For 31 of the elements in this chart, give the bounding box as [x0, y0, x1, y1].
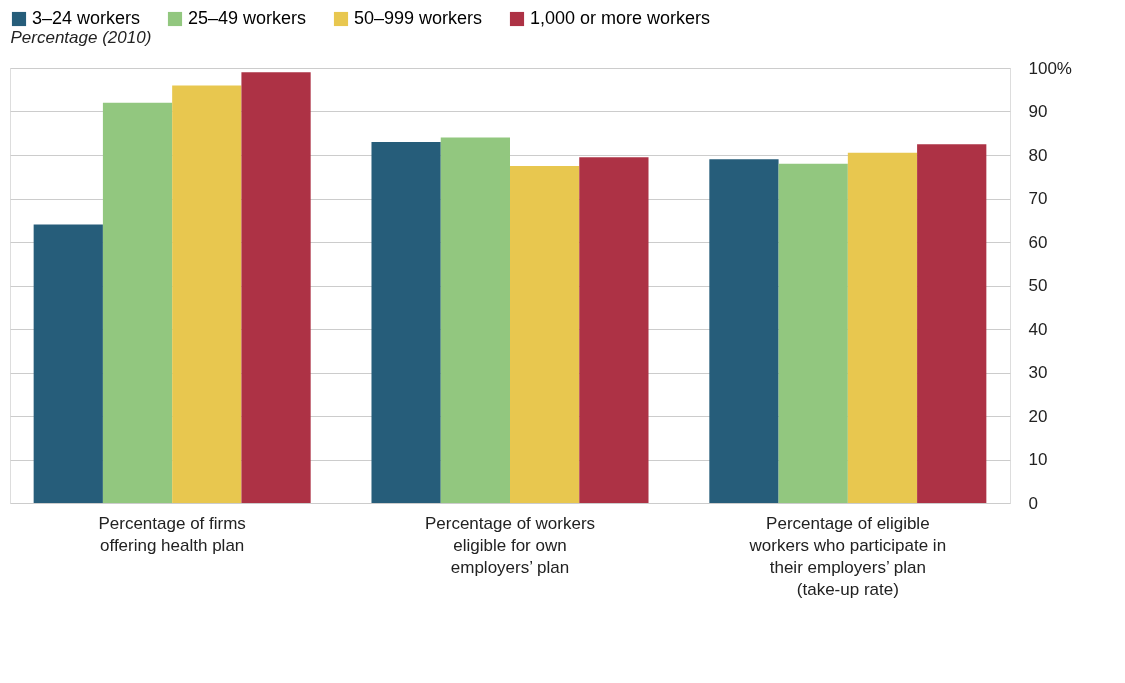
bar — [579, 157, 649, 503]
x-tick-label: Percentage of workers eligible for own employers’ plan — [424, 513, 596, 577]
y-tick-label: 30 — [1028, 363, 1048, 382]
bar — [847, 152, 918, 503]
bar — [33, 224, 103, 503]
legend-label: 25–49 workers — [188, 8, 307, 28]
y-tick-label: 40 — [1028, 319, 1048, 339]
y-tick-label: 50 — [1028, 276, 1048, 295]
legend-label: 1,000 or more workers — [530, 8, 711, 28]
bar — [172, 85, 242, 503]
y-tick-label: 0 — [1028, 493, 1038, 513]
y-tick-label: 60 — [1028, 232, 1048, 252]
bar — [778, 163, 848, 503]
y-tick-label: 100% — [1028, 58, 1072, 78]
y-tick-label: 10 — [1028, 450, 1048, 469]
bar — [102, 102, 173, 503]
y-tick-label: 20 — [1028, 406, 1048, 426]
bar — [440, 137, 510, 503]
x-tick-label: Percentage of eligible workers who participate in their employers’ plan (take-up rate) — [748, 513, 947, 599]
y-tick-label: 70 — [1028, 189, 1048, 208]
bar — [241, 72, 311, 503]
legend-label: 3–24 workers — [32, 8, 141, 28]
bar — [709, 159, 779, 503]
y-tick-label: 80 — [1028, 145, 1048, 165]
y-tick-label: 90 — [1028, 102, 1048, 121]
bar — [371, 141, 441, 503]
bar — [510, 165, 580, 503]
x-tick-label: Percentage of firms offering health plan — [98, 513, 246, 555]
legend-label: 50–999 workers — [354, 8, 483, 28]
y-axis-title: Percentage (2010) — [10, 27, 152, 47]
bar — [917, 144, 987, 503]
